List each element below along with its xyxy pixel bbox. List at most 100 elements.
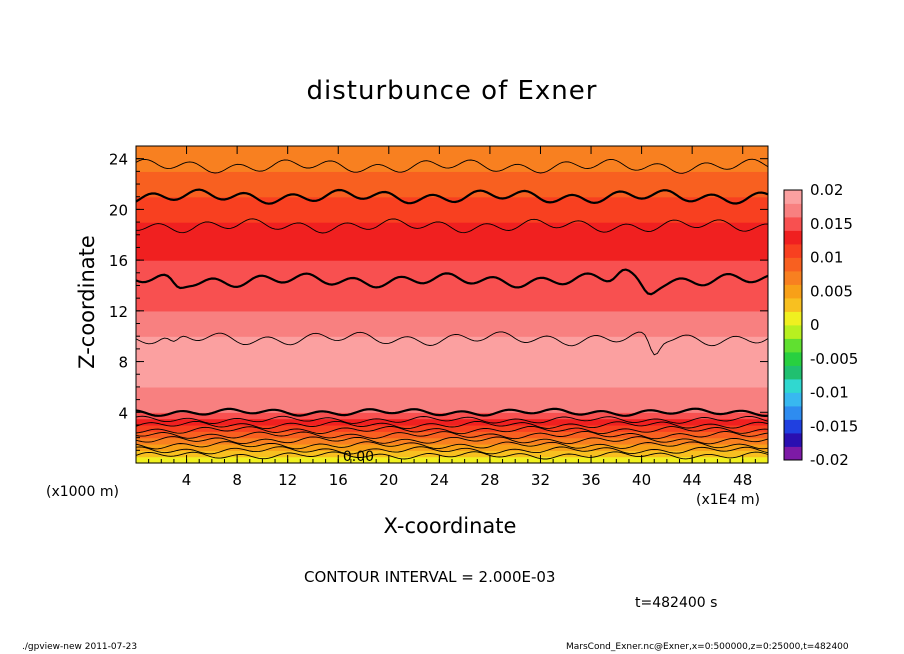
field-band (136, 457, 768, 460)
x-tick-label: 8 (232, 471, 242, 489)
field-band (136, 386, 768, 389)
field-band (136, 236, 768, 238)
field-band (136, 257, 768, 260)
x-tick-label: 44 (683, 471, 702, 489)
field-band (136, 247, 768, 250)
field-band (136, 446, 768, 449)
contour-line (135, 415, 769, 424)
field-band (136, 210, 768, 213)
field-band (136, 248, 768, 251)
field-band (136, 421, 768, 424)
field-band (136, 367, 768, 370)
contour-line (135, 407, 769, 418)
field-band (136, 320, 768, 323)
field-band (136, 428, 768, 431)
field-band (136, 380, 768, 383)
field-band (136, 314, 768, 317)
field-band (136, 353, 768, 356)
field-band (136, 397, 768, 399)
field-band (136, 364, 768, 366)
field-band (136, 147, 768, 150)
field-band (136, 149, 768, 152)
field-band (136, 197, 768, 200)
colorbar-segment (784, 406, 802, 420)
field-band (136, 191, 768, 194)
field-band (136, 430, 768, 432)
colorbar-segment (784, 271, 802, 285)
field-band (136, 187, 768, 190)
field-band (136, 217, 768, 219)
contour-line (135, 431, 769, 440)
y-tick-label: 20 (109, 201, 128, 219)
field-band (136, 249, 768, 252)
field-band (136, 352, 768, 355)
field-band (136, 238, 768, 241)
contour-line (135, 446, 769, 455)
y-tick-label: 12 (109, 303, 128, 321)
field-band (136, 312, 768, 314)
field-band (136, 295, 768, 298)
field-band (136, 449, 768, 451)
field-band (136, 258, 768, 261)
field-band (136, 442, 768, 445)
field-band (136, 365, 768, 368)
field-band (136, 435, 768, 437)
field-band (136, 416, 768, 418)
field-band (136, 408, 768, 411)
field-band (136, 414, 768, 417)
contour-interval-label: CONTOUR INTERVAL = 2.000E-03 (304, 568, 556, 586)
field-band (136, 208, 768, 210)
field-band (136, 329, 768, 332)
field-band (136, 270, 768, 273)
field-band (136, 243, 768, 246)
colorbar-segment (784, 419, 802, 434)
field-band (136, 186, 768, 189)
field-band (136, 385, 768, 388)
field-band (136, 204, 768, 207)
y-axis-unit: (x1000 m) (46, 484, 119, 500)
field-band (136, 375, 768, 378)
x-tick-label: 16 (329, 471, 348, 489)
field-band (136, 244, 768, 247)
field-band (136, 445, 768, 448)
field-band (136, 185, 768, 188)
field-band (136, 282, 768, 285)
field-band (136, 348, 768, 351)
field-band (136, 313, 768, 316)
field-band (136, 192, 768, 195)
colorbar-segment (784, 365, 802, 380)
colorbar-segment (784, 311, 802, 326)
field-band (136, 251, 768, 254)
field-band (136, 356, 768, 359)
field-band (136, 146, 768, 148)
colorbar-segment (784, 392, 802, 407)
field-band (136, 300, 768, 303)
field-band (136, 237, 768, 240)
field-band (136, 195, 768, 198)
colorbar-segment (784, 446, 802, 461)
field-band (136, 327, 768, 330)
colorbar-segment (784, 217, 802, 231)
field-band (136, 276, 768, 279)
footer-left: ./gpview-new 2011-07-23 (22, 642, 138, 652)
field-band (136, 266, 768, 269)
field-band (136, 303, 768, 306)
field-band (136, 400, 768, 403)
field-band (136, 438, 768, 441)
field-band (136, 360, 768, 363)
colorbar-segment (784, 284, 802, 299)
field-band (136, 178, 768, 181)
field-band (136, 284, 768, 287)
field-band (136, 345, 768, 347)
colorbar-segment (784, 230, 802, 245)
field-band (136, 362, 768, 365)
field-band (136, 156, 768, 159)
field-band (136, 319, 768, 322)
field-band (136, 357, 768, 360)
field-band (136, 369, 768, 372)
field-band (136, 234, 768, 237)
field-band (136, 347, 768, 350)
field-band (136, 165, 768, 167)
field-band (136, 168, 768, 171)
